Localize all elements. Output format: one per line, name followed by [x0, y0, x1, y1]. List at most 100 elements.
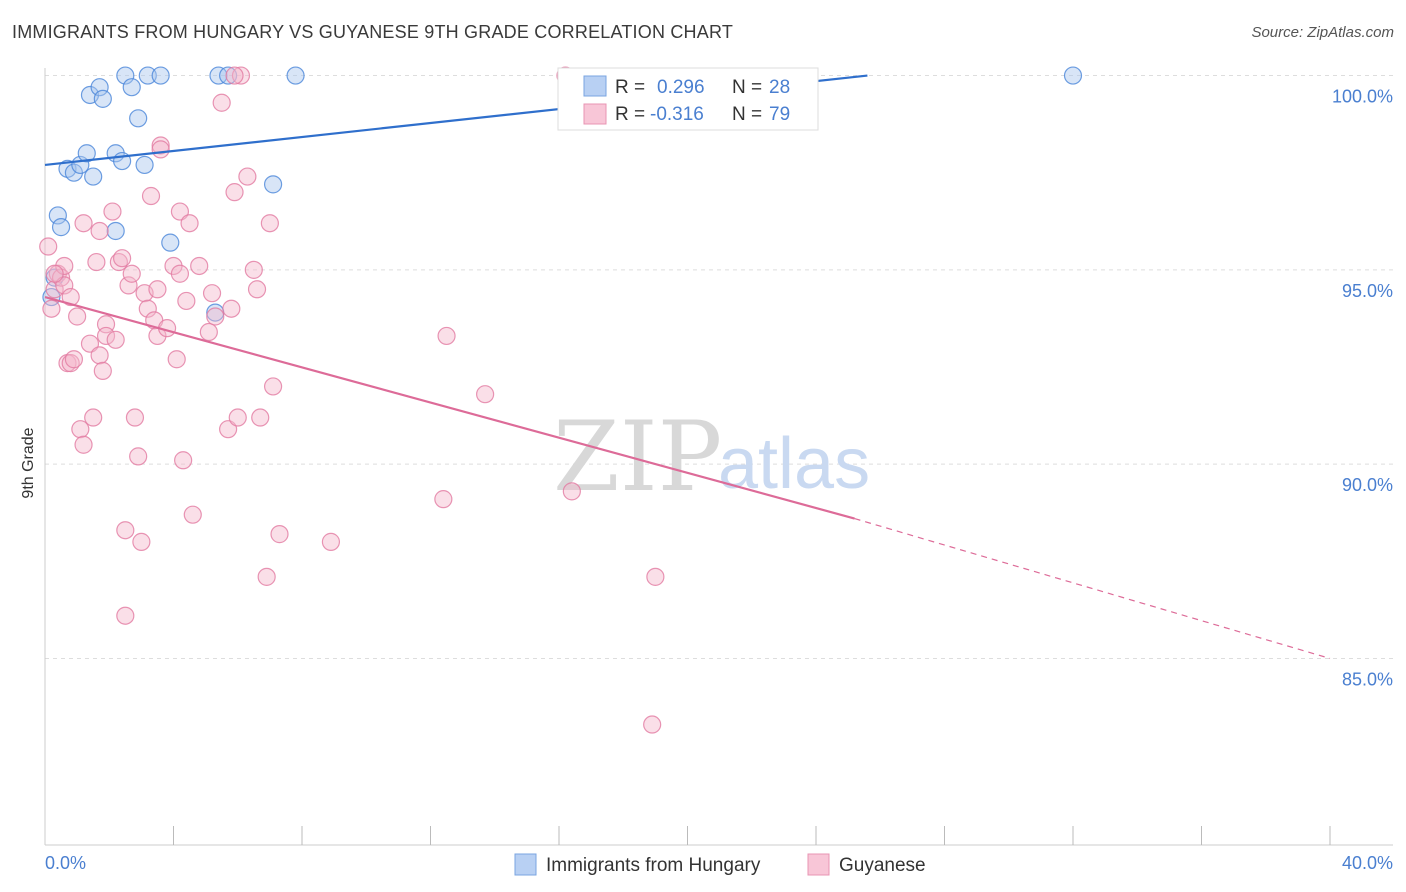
hungary-point: [51, 218, 71, 237]
legend-marker-guyanese: [807, 853, 830, 876]
guyanese-point: [190, 256, 209, 276]
legend-r-label-guyanese: R =: [615, 104, 645, 125]
guyanese-point: [202, 284, 222, 303]
hungary-point: [93, 89, 112, 108]
guyanese-point: [244, 260, 263, 279]
y-tick-label: 85.0%: [1342, 669, 1393, 689]
guyanese-point: [231, 66, 251, 85]
hungary-point: [263, 175, 283, 194]
legend-n-label-hungary: N =: [732, 77, 762, 98]
guyanese-point: [260, 214, 279, 233]
guyanese-point: [199, 322, 218, 342]
legend-swatch-hungary: [583, 75, 607, 97]
legend-swatch-guyanese: [583, 103, 607, 125]
guyanese-point: [138, 299, 157, 318]
hungary-point: [161, 233, 180, 252]
guyanese-point: [132, 532, 151, 551]
hungary-point: [77, 144, 96, 163]
hungary-point: [286, 66, 305, 85]
guyanese-point: [270, 525, 289, 544]
hungary-point: [129, 109, 148, 128]
guyanese-point: [167, 350, 186, 369]
guyanese-point: [257, 567, 276, 586]
guyanese-point: [116, 606, 135, 625]
legend-r-value-hungary: 0.296: [657, 77, 705, 98]
x-tick-label-max: 40.0%: [1342, 853, 1393, 873]
guyanese-point: [90, 221, 109, 241]
legend-n-value-guyanese: 79: [769, 104, 790, 125]
points-layer: [39, 66, 1083, 734]
guyanese-point: [74, 435, 93, 454]
guyanese-point: [321, 532, 341, 551]
guyanese-point: [45, 264, 64, 283]
guyanese-point: [64, 350, 84, 369]
guyanese-point: [183, 505, 202, 524]
guyanese-point: [170, 202, 190, 221]
guyanese-point: [222, 299, 241, 318]
guyanese-point: [212, 93, 231, 112]
y-axis-label: 9th Grade: [20, 427, 37, 498]
guyanese-point: [106, 330, 125, 349]
guyanese-point: [251, 408, 270, 427]
legend-n-label-guyanese: N =: [732, 104, 762, 125]
guyanese-point: [476, 385, 495, 404]
guyanese-point: [206, 307, 225, 326]
hungary-point: [116, 66, 135, 85]
guyanese-point: [119, 276, 138, 295]
legend-label-hungary: Immigrants from Hungary: [546, 855, 761, 876]
stats-legend: R = 0.296 N = 28 R = -0.316 N = 79: [557, 67, 819, 131]
watermark: ZIP atlas: [553, 401, 870, 513]
guyanese-point: [55, 276, 74, 295]
guyanese-point: [646, 567, 665, 586]
guyanese-point: [177, 291, 196, 311]
hungary-point: [48, 206, 67, 225]
guyanese-point: [151, 136, 170, 155]
hungary-point: [1063, 66, 1083, 85]
guyanese-point: [228, 408, 247, 427]
grid-layer: [45, 75, 1393, 659]
guyanese-point: [39, 237, 58, 256]
guyanese-point: [55, 256, 74, 276]
guyanese-point: [141, 186, 161, 206]
x-tick-label-min: 0.0%: [45, 853, 86, 873]
guyanese-point: [225, 66, 244, 85]
y-tick-label: 100.0%: [1332, 87, 1393, 107]
guyanese-point: [643, 715, 662, 734]
hungary-point: [151, 66, 170, 85]
hungary-point: [90, 78, 109, 97]
guyanese-point: [80, 334, 100, 353]
guyanese-point: [84, 408, 103, 427]
guyanese-point: [68, 307, 87, 326]
guyanese-point: [125, 408, 145, 427]
guyanese-point: [122, 264, 141, 283]
y-tick-label: 95.0%: [1342, 281, 1393, 301]
guyanese-point: [225, 183, 244, 202]
guyanese-point: [434, 490, 453, 509]
guyanese-trend-line: [44, 295, 855, 520]
guyanese-point: [93, 361, 112, 380]
y-tick-label: 90.0%: [1342, 475, 1393, 495]
guyanese-point: [148, 280, 167, 299]
guyanese-point: [90, 346, 109, 365]
guyanese-point: [263, 377, 283, 396]
hungary-point: [135, 155, 154, 175]
hungary-point: [106, 221, 125, 241]
guyanese-trend-extension: [854, 517, 1331, 660]
legend-r-label-hungary: R =: [615, 77, 645, 98]
hungary-point: [219, 66, 238, 85]
chart-title: IMMIGRANTS FROM HUNGARY VS GUYANESE 9TH …: [12, 22, 734, 42]
guyanese-point: [103, 202, 122, 221]
legend-label-guyanese: Guyanese: [839, 855, 926, 876]
guyanese-point: [247, 280, 267, 299]
watermark-atlas: atlas: [718, 424, 870, 504]
axes-layer: 85.0% 90.0% 95.0% 100.0% 0.0% 40.0%: [44, 68, 1393, 873]
guyanese-point: [74, 214, 93, 233]
guyanese-point: [174, 451, 193, 470]
guyanese-point: [87, 252, 106, 272]
guyanese-point: [238, 167, 257, 186]
guyanese-point: [45, 280, 64, 299]
series-legend: Immigrants from Hungary Guyanese: [514, 853, 926, 876]
guyanese-point: [71, 420, 90, 439]
guyanese-point: [96, 326, 116, 346]
